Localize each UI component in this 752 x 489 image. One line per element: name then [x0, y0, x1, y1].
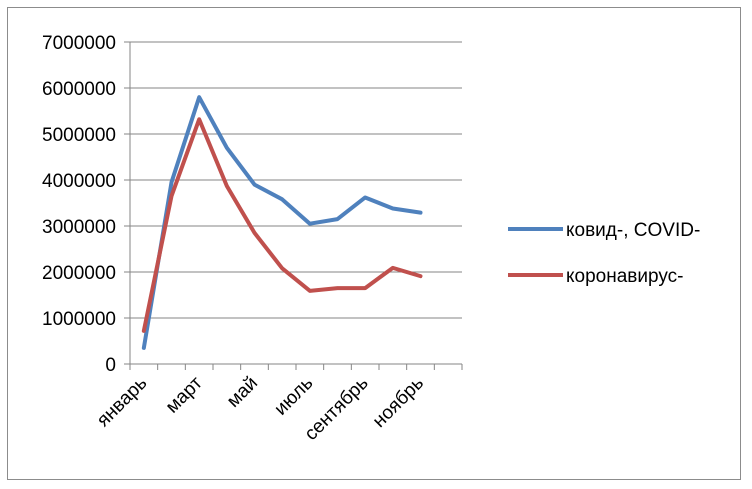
x-tick-label: май	[223, 373, 262, 412]
gridlines	[130, 41, 462, 319]
legend: ковид-, COVID-коронавирус-	[508, 220, 700, 287]
legend-label: коронавирус-	[566, 266, 683, 287]
y-tick-label: 2000000	[42, 263, 116, 284]
y-axis-tick-labels: 0 1000000 2000000 3000000 4000000 5000000 6000…	[42, 33, 116, 376]
y-tick-label: 3000000	[42, 217, 116, 238]
series-lines	[141, 95, 423, 350]
y-tick-label: 5000000	[42, 125, 116, 146]
legend-label: ковид-, COVID-	[566, 220, 700, 241]
y-tick-label: 7000000	[42, 33, 116, 54]
x-tick-label: март	[162, 372, 207, 417]
axes	[124, 41, 463, 370]
series-line-2	[141, 117, 423, 333]
y-tick-label: 6000000	[42, 79, 116, 100]
x-tick-label: ноябрь	[369, 373, 428, 432]
y-tick-label: 4000000	[42, 171, 116, 192]
y-tick-label: 0	[105, 355, 116, 376]
y-tick-label: 1000000	[42, 309, 116, 330]
x-tick-label: январь	[93, 373, 152, 432]
series-line-1	[141, 95, 423, 350]
chart-frame	[7, 7, 741, 480]
x-tick-label: июль	[270, 373, 317, 420]
